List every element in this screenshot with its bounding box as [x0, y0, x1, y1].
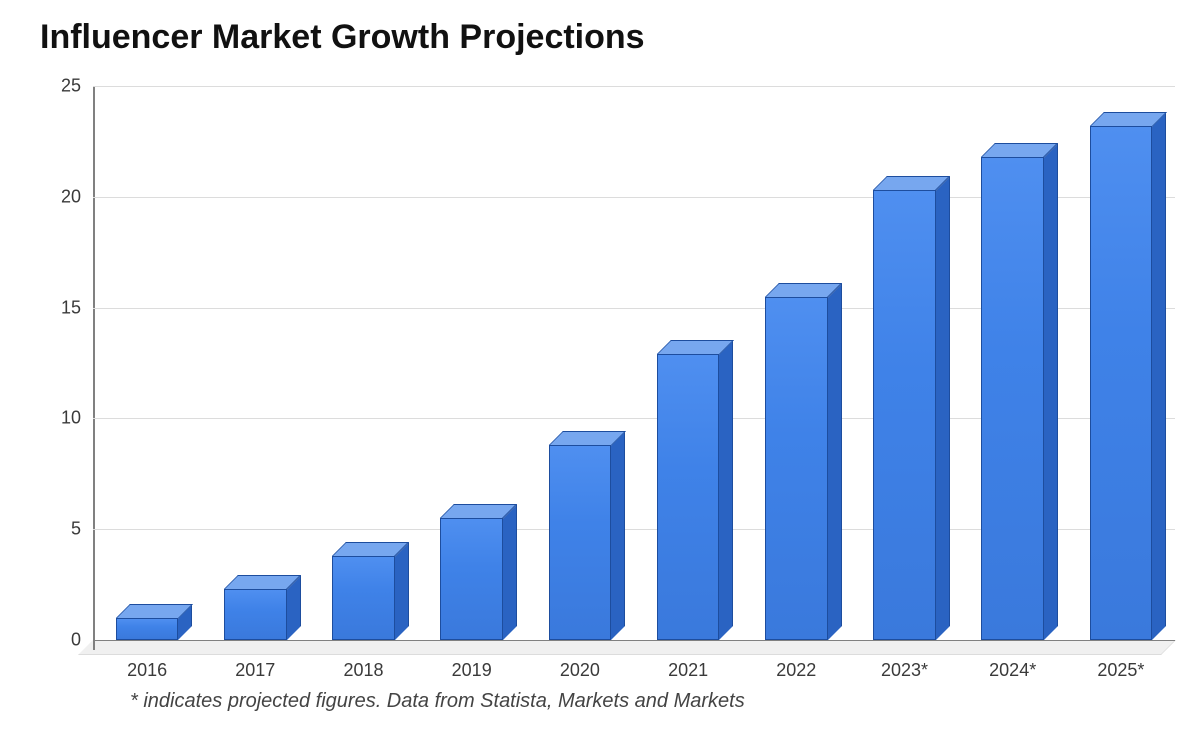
y-tick-label: 15 [61, 297, 93, 318]
bar-front [1090, 126, 1153, 640]
bar-front [765, 297, 828, 640]
bar-side [395, 542, 409, 640]
x-tick-label: 2021 [668, 640, 708, 681]
x-tick-label: 2025* [1097, 640, 1144, 681]
bar-top [1090, 112, 1167, 126]
bar-front [549, 445, 612, 640]
bar [224, 589, 287, 640]
bar [657, 354, 720, 640]
y-axis-line [93, 86, 95, 650]
plot-area: 0510152025201620172018201920202021202220… [93, 86, 1175, 640]
bar-side [1152, 112, 1166, 640]
bar-front [116, 618, 179, 640]
x-tick-label: 2016 [127, 640, 167, 681]
bar [981, 157, 1044, 640]
bar [116, 618, 179, 640]
bar-front [224, 589, 287, 640]
bar [1090, 126, 1153, 640]
y-tick-label: 10 [61, 408, 93, 429]
bar-front [873, 190, 936, 640]
y-tick-label: 5 [71, 519, 93, 540]
bar [549, 445, 612, 640]
baseline [93, 640, 1175, 641]
gridline [93, 86, 1175, 87]
y-tick-label: 20 [61, 186, 93, 207]
bar-front [657, 354, 720, 640]
x-tick-label: 2017 [235, 640, 275, 681]
bar-top [549, 431, 626, 445]
bar-front [332, 556, 395, 640]
bar [332, 556, 395, 640]
x-tick-label: 2020 [560, 640, 600, 681]
x-tick-label: 2023* [881, 640, 928, 681]
bar-top [116, 604, 193, 618]
chart-footnote: * indicates projected figures. Data from… [130, 690, 745, 713]
bar [765, 297, 828, 640]
chart-container: Influencer Market Growth Projections 051… [0, 0, 1200, 742]
bar-top [765, 283, 842, 297]
bar-side [719, 340, 733, 640]
y-tick-label: 0 [71, 630, 93, 651]
x-tick-label: 2024* [989, 640, 1036, 681]
bar-side [611, 431, 625, 640]
bar-side [503, 504, 517, 640]
bar-side [828, 283, 842, 640]
bar [873, 190, 936, 640]
bar-front [440, 518, 503, 640]
y-tick-label: 25 [61, 76, 93, 97]
bar-side [1044, 143, 1058, 640]
x-tick-label: 2019 [452, 640, 492, 681]
x-tick-label: 2022 [776, 640, 816, 681]
x-tick-label: 2018 [343, 640, 383, 681]
bar [440, 518, 503, 640]
bar-front [981, 157, 1044, 640]
bar-side [936, 176, 950, 640]
chart-title: Influencer Market Growth Projections [40, 18, 645, 57]
